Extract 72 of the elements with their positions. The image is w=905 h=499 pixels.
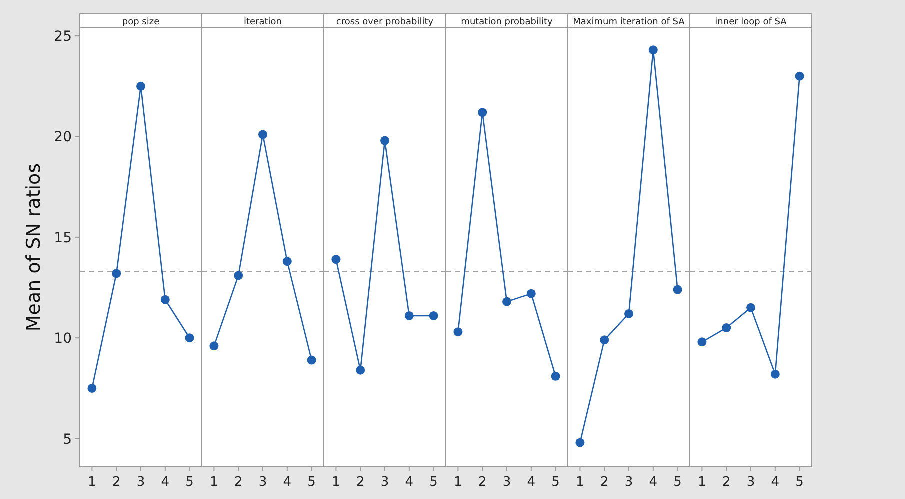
- point: [698, 338, 707, 347]
- point: [136, 82, 146, 91]
- x-tick-label: 1: [88, 475, 96, 490]
- point: [160, 295, 170, 304]
- point: [600, 336, 610, 345]
- point: [722, 324, 732, 333]
- point: [429, 311, 438, 320]
- point: [258, 130, 268, 140]
- chart-title: pop size: [122, 18, 160, 28]
- point: [332, 255, 341, 264]
- y-tick-label: 20: [54, 130, 72, 146]
- x-tick-label: 3: [502, 475, 512, 490]
- x-tick-label: 5: [674, 475, 682, 490]
- chart-title: mutation probability: [461, 18, 554, 28]
- x-tick-label: 2: [356, 475, 365, 490]
- x-tick-label: 2: [478, 475, 487, 490]
- x-tick-label: 4: [527, 475, 536, 490]
- point: [307, 356, 316, 365]
- x-tick-label: 2: [600, 475, 609, 490]
- y-tick-label: 5: [63, 432, 72, 448]
- point: [210, 342, 219, 351]
- point: [112, 269, 122, 278]
- x-tick-label: 5: [308, 475, 316, 490]
- point: [770, 370, 780, 379]
- y-axis-title: Mean of SN ratios: [23, 163, 45, 332]
- chart-title: inner loop of SA: [715, 18, 788, 28]
- point: [356, 366, 366, 375]
- x-tick-label: 5: [552, 475, 560, 490]
- x-tick-label: 5: [186, 475, 194, 490]
- x-tick-label: 1: [210, 475, 218, 490]
- x-tick-label: 4: [161, 475, 170, 490]
- point: [624, 309, 634, 318]
- point: [380, 136, 390, 146]
- point: [185, 334, 194, 343]
- point: [88, 384, 97, 393]
- x-tick-label: 3: [746, 475, 756, 490]
- point: [795, 72, 804, 81]
- x-tick-label: 5: [796, 475, 804, 490]
- y-tick-label: 10: [54, 331, 72, 348]
- point: [404, 311, 414, 320]
- point: [673, 285, 682, 294]
- x-tick-label: 5: [430, 475, 438, 490]
- x-tick-label: 4: [649, 475, 658, 490]
- point: [648, 46, 658, 55]
- x-tick-label: 3: [624, 475, 634, 490]
- y-tick-label: 25: [54, 29, 72, 46]
- point: [502, 297, 512, 306]
- chart-title: iteration: [244, 18, 282, 28]
- chart-title: Maximum iteration of SA: [573, 18, 686, 28]
- x-tick-label: 2: [234, 475, 243, 490]
- point: [746, 303, 756, 312]
- x-tick-label: 3: [136, 475, 146, 490]
- x-tick-label: 1: [698, 475, 706, 490]
- point: [454, 328, 463, 337]
- x-tick-label: 1: [454, 475, 462, 490]
- x-tick-label: 3: [258, 475, 268, 490]
- point: [234, 271, 244, 280]
- x-tick-label: 4: [771, 475, 780, 490]
- point: [526, 289, 536, 298]
- point: [282, 257, 292, 266]
- point: [576, 438, 585, 448]
- x-tick-label: 1: [332, 475, 340, 490]
- point: [478, 108, 488, 118]
- x-tick-label: 4: [283, 475, 292, 490]
- x-tick-label: 3: [380, 475, 390, 490]
- x-tick-label: 1: [576, 475, 584, 490]
- point: [551, 372, 560, 381]
- x-tick-label: 2: [722, 475, 731, 490]
- x-tick-label: 4: [405, 475, 414, 490]
- x-tick-label: 2: [112, 475, 121, 490]
- y-tick-label: 15: [54, 230, 72, 246]
- chart-title: cross over probability: [336, 18, 434, 28]
